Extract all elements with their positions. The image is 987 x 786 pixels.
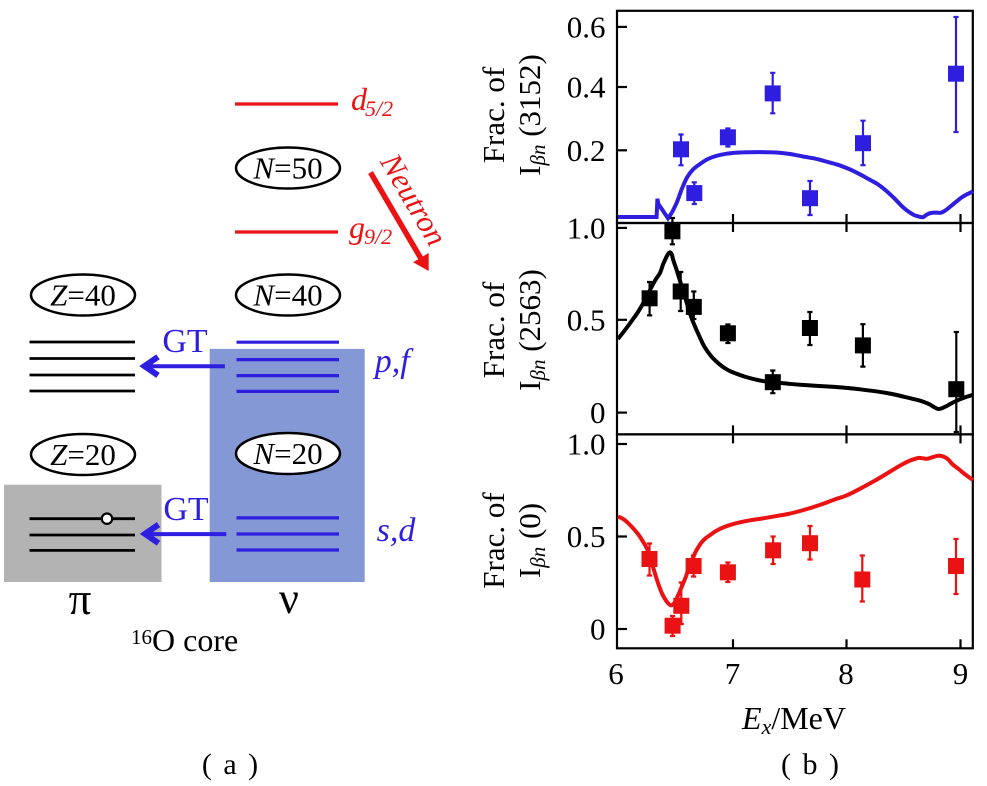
svg-text:1.0: 1.0	[567, 210, 606, 245]
svg-text:Iβn (3152): Iβn (3152)	[512, 54, 550, 176]
svg-text:Iβn (2563): Iβn (2563)	[512, 269, 550, 391]
svg-text:Ex/MeV: Ex/MeV	[741, 700, 846, 739]
svg-text:ν: ν	[279, 574, 299, 623]
svg-text:7: 7	[725, 656, 741, 691]
svg-text:Iβn (0): Iβn (0)	[512, 503, 550, 578]
svg-text:1.0: 1.0	[567, 427, 606, 462]
svg-text:p,f: p,f	[373, 343, 415, 380]
svg-text:GT: GT	[162, 323, 208, 360]
svg-text:N=20: N=20	[252, 436, 322, 471]
svg-text:( a ): ( a )	[202, 748, 260, 781]
svg-text:N=50: N=50	[252, 151, 322, 186]
svg-text:GT: GT	[163, 491, 209, 528]
svg-text:s,d: s,d	[377, 512, 417, 549]
svg-text:0.5: 0.5	[567, 519, 606, 554]
svg-text:16O core: 16O core	[131, 622, 238, 658]
svg-text:0: 0	[590, 395, 606, 430]
svg-text:8: 8	[838, 656, 854, 691]
svg-text:Frac. of: Frac. of	[476, 281, 511, 378]
svg-text:0: 0	[590, 612, 606, 647]
svg-text:0.6: 0.6	[567, 9, 606, 44]
svg-text:0.2: 0.2	[567, 133, 606, 168]
svg-text:π: π	[69, 574, 92, 624]
svg-text:( b ): ( b )	[781, 748, 841, 781]
svg-text:6: 6	[608, 656, 624, 691]
svg-text:Z=40: Z=40	[50, 278, 116, 313]
svg-text:Frac. of: Frac. of	[476, 492, 511, 589]
svg-text:Z=20: Z=20	[50, 437, 116, 472]
svg-text:0.5: 0.5	[567, 302, 606, 337]
svg-text:N=40: N=40	[252, 278, 322, 313]
svg-text:0.4: 0.4	[567, 70, 606, 105]
svg-text:Frac. of: Frac. of	[476, 66, 511, 163]
svg-text:9: 9	[953, 656, 969, 691]
